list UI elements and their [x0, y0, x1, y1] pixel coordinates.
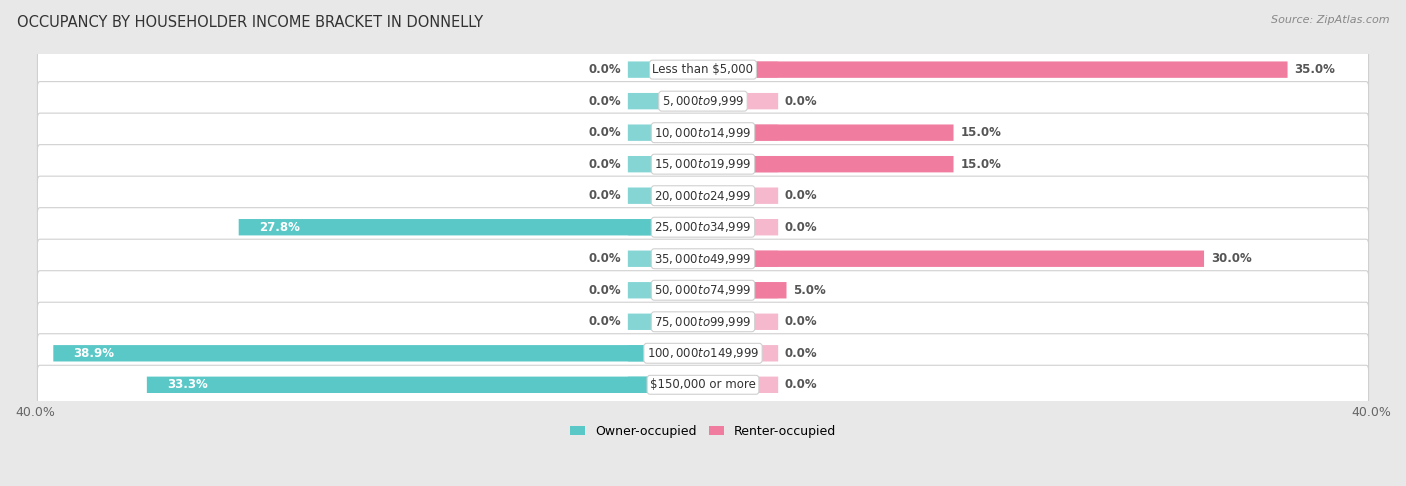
FancyBboxPatch shape — [38, 176, 1368, 215]
FancyBboxPatch shape — [703, 93, 778, 109]
FancyBboxPatch shape — [703, 282, 786, 298]
Text: 0.0%: 0.0% — [589, 284, 621, 297]
FancyBboxPatch shape — [703, 251, 1204, 267]
Text: 0.0%: 0.0% — [589, 189, 621, 202]
FancyBboxPatch shape — [628, 345, 703, 362]
Text: $100,000 to $149,999: $100,000 to $149,999 — [647, 347, 759, 360]
FancyBboxPatch shape — [628, 61, 703, 78]
FancyBboxPatch shape — [38, 82, 1368, 121]
FancyBboxPatch shape — [703, 188, 778, 204]
FancyBboxPatch shape — [703, 61, 778, 78]
FancyBboxPatch shape — [146, 377, 703, 393]
FancyBboxPatch shape — [628, 124, 703, 141]
FancyBboxPatch shape — [38, 239, 1368, 278]
Text: 35.0%: 35.0% — [1295, 63, 1336, 76]
Text: 0.0%: 0.0% — [785, 221, 817, 234]
FancyBboxPatch shape — [703, 156, 953, 173]
FancyBboxPatch shape — [53, 345, 703, 362]
Text: $25,000 to $34,999: $25,000 to $34,999 — [654, 220, 752, 234]
FancyBboxPatch shape — [628, 251, 703, 267]
FancyBboxPatch shape — [628, 188, 703, 204]
FancyBboxPatch shape — [703, 313, 778, 330]
FancyBboxPatch shape — [38, 302, 1368, 341]
FancyBboxPatch shape — [38, 365, 1368, 404]
Text: $75,000 to $99,999: $75,000 to $99,999 — [654, 315, 752, 329]
FancyBboxPatch shape — [38, 334, 1368, 373]
Text: $150,000 or more: $150,000 or more — [650, 378, 756, 391]
Text: 27.8%: 27.8% — [259, 221, 299, 234]
FancyBboxPatch shape — [38, 50, 1368, 89]
Text: 0.0%: 0.0% — [589, 126, 621, 139]
Text: $50,000 to $74,999: $50,000 to $74,999 — [654, 283, 752, 297]
FancyBboxPatch shape — [628, 219, 703, 235]
FancyBboxPatch shape — [703, 251, 778, 267]
Text: 5.0%: 5.0% — [793, 284, 825, 297]
Text: 33.3%: 33.3% — [167, 378, 208, 391]
Text: 0.0%: 0.0% — [785, 95, 817, 108]
Text: 0.0%: 0.0% — [785, 315, 817, 328]
Text: 0.0%: 0.0% — [785, 189, 817, 202]
FancyBboxPatch shape — [703, 124, 953, 141]
Text: $5,000 to $9,999: $5,000 to $9,999 — [662, 94, 744, 108]
Text: 0.0%: 0.0% — [589, 315, 621, 328]
FancyBboxPatch shape — [38, 208, 1368, 247]
Text: $20,000 to $24,999: $20,000 to $24,999 — [654, 189, 752, 203]
FancyBboxPatch shape — [628, 313, 703, 330]
Text: 15.0%: 15.0% — [960, 157, 1001, 171]
FancyBboxPatch shape — [703, 124, 778, 141]
Text: OCCUPANCY BY HOUSEHOLDER INCOME BRACKET IN DONNELLY: OCCUPANCY BY HOUSEHOLDER INCOME BRACKET … — [17, 15, 484, 30]
FancyBboxPatch shape — [239, 219, 703, 235]
Text: Source: ZipAtlas.com: Source: ZipAtlas.com — [1271, 15, 1389, 25]
Legend: Owner-occupied, Renter-occupied: Owner-occupied, Renter-occupied — [565, 420, 841, 443]
FancyBboxPatch shape — [38, 145, 1368, 184]
Text: 0.0%: 0.0% — [589, 157, 621, 171]
Text: 0.0%: 0.0% — [785, 347, 817, 360]
Text: 38.9%: 38.9% — [73, 347, 114, 360]
FancyBboxPatch shape — [628, 156, 703, 173]
FancyBboxPatch shape — [703, 219, 778, 235]
Text: 0.0%: 0.0% — [589, 252, 621, 265]
FancyBboxPatch shape — [628, 93, 703, 109]
FancyBboxPatch shape — [38, 113, 1368, 152]
Text: 0.0%: 0.0% — [589, 63, 621, 76]
FancyBboxPatch shape — [703, 377, 778, 393]
Text: 30.0%: 30.0% — [1211, 252, 1251, 265]
FancyBboxPatch shape — [628, 377, 703, 393]
FancyBboxPatch shape — [703, 345, 778, 362]
Text: 0.0%: 0.0% — [589, 95, 621, 108]
FancyBboxPatch shape — [703, 282, 778, 298]
FancyBboxPatch shape — [628, 282, 703, 298]
Text: 15.0%: 15.0% — [960, 126, 1001, 139]
Text: 0.0%: 0.0% — [785, 378, 817, 391]
Text: Less than $5,000: Less than $5,000 — [652, 63, 754, 76]
Text: $15,000 to $19,999: $15,000 to $19,999 — [654, 157, 752, 171]
FancyBboxPatch shape — [703, 61, 1288, 78]
FancyBboxPatch shape — [703, 156, 778, 173]
Text: $10,000 to $14,999: $10,000 to $14,999 — [654, 126, 752, 139]
FancyBboxPatch shape — [38, 271, 1368, 310]
Text: $35,000 to $49,999: $35,000 to $49,999 — [654, 252, 752, 266]
